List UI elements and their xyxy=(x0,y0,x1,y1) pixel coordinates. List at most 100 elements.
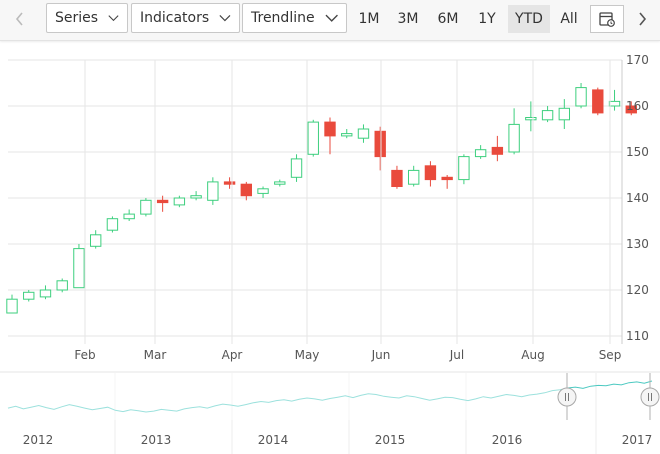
y-tick-label: 140 xyxy=(626,191,649,205)
y-tick-label: 160 xyxy=(626,99,649,113)
candle-body xyxy=(56,280,68,291)
candle xyxy=(190,191,202,201)
navigator-selection xyxy=(567,373,650,420)
candle xyxy=(474,145,487,159)
y-tick-label: 170 xyxy=(626,53,649,67)
candle xyxy=(558,99,571,129)
candle-body xyxy=(140,199,152,215)
candle xyxy=(525,101,537,132)
candle xyxy=(106,216,119,233)
navigator-year-label: 2017 xyxy=(622,433,653,447)
candle-body xyxy=(190,195,202,199)
candle xyxy=(508,108,520,155)
range-ytd-button[interactable]: YTD xyxy=(508,5,550,33)
candle xyxy=(407,165,420,187)
candle-body xyxy=(290,158,303,178)
y-tick-label: 130 xyxy=(626,237,649,251)
candle xyxy=(156,195,169,212)
candle xyxy=(89,230,102,249)
candle-body xyxy=(341,133,353,137)
candle-body xyxy=(257,188,269,194)
candle xyxy=(6,294,18,314)
candle xyxy=(374,126,386,171)
y-tick-label: 110 xyxy=(626,329,649,343)
candle-body xyxy=(541,110,554,121)
series-dropdown[interactable]: Series xyxy=(46,3,128,33)
candle xyxy=(307,119,319,157)
range-1y-button[interactable]: 1Y xyxy=(478,11,496,27)
x-tick-label: Feb xyxy=(74,348,95,362)
candle-body xyxy=(424,165,437,181)
candle xyxy=(140,198,152,217)
candle-body xyxy=(240,183,253,197)
candle xyxy=(257,186,269,198)
y-tick-label: 150 xyxy=(626,145,649,159)
candle xyxy=(290,154,303,182)
series-dropdown-label: Series xyxy=(55,10,99,26)
candle-body xyxy=(307,121,319,155)
candle-body xyxy=(123,213,135,220)
candle xyxy=(123,209,135,221)
navigator-year-label: 2015 xyxy=(375,433,406,447)
navigator-year-label: 2014 xyxy=(258,433,289,447)
range-all-button[interactable]: All xyxy=(560,11,578,27)
navigator-year-label: 2013 xyxy=(141,433,172,447)
x-tick-label: Apr xyxy=(222,348,243,362)
candle-body xyxy=(608,100,621,107)
chart-toolbar: Series Indicators Trendline 1M 3M 6M 1Y … xyxy=(0,0,660,41)
candle-body xyxy=(374,130,386,158)
x-tick-label: May xyxy=(295,348,320,362)
candle-body xyxy=(407,169,420,185)
candle-body xyxy=(156,199,169,204)
calendar-icon[interactable] xyxy=(590,5,624,33)
navigator-year-label: 2012 xyxy=(23,433,54,447)
x-tick-label: Sep xyxy=(599,348,622,362)
candle xyxy=(491,135,504,162)
candle xyxy=(324,117,336,155)
candle xyxy=(173,195,186,208)
chevron-right-icon[interactable] xyxy=(628,5,656,33)
candle xyxy=(541,106,554,123)
candle xyxy=(207,177,219,205)
candle xyxy=(240,181,253,201)
candle-body xyxy=(173,197,186,206)
trendline-dropdown[interactable]: Trendline xyxy=(242,3,347,33)
candle xyxy=(391,165,403,189)
navigator-left-handle[interactable] xyxy=(557,373,577,420)
handle-grip xyxy=(640,387,660,407)
candle-body xyxy=(23,291,35,300)
range-3m-button[interactable]: 3M xyxy=(397,11,419,27)
candle xyxy=(625,101,637,116)
candle-body xyxy=(575,87,587,107)
candle-body xyxy=(625,105,637,114)
navigator-right-handle[interactable] xyxy=(640,373,660,420)
candle xyxy=(424,161,437,187)
candle xyxy=(274,179,286,187)
navigator-unselected-shade xyxy=(8,373,567,420)
candle xyxy=(39,285,52,300)
range-1m-button[interactable]: 1M xyxy=(358,11,380,27)
candle-body xyxy=(391,169,403,187)
trendline-dropdown-label: Trendline xyxy=(251,10,315,26)
candle xyxy=(458,154,470,185)
candle-body xyxy=(491,146,504,155)
candle xyxy=(223,177,236,189)
candle-body xyxy=(223,181,236,185)
candle-body xyxy=(73,248,85,289)
candle xyxy=(341,129,353,139)
candle xyxy=(73,244,85,289)
candle-body xyxy=(6,298,18,314)
chevron-down-icon xyxy=(108,15,119,22)
navigator-series-line xyxy=(7,380,653,413)
indicators-dropdown-label: Indicators xyxy=(140,10,210,26)
indicators-dropdown[interactable]: Indicators xyxy=(131,3,240,33)
candle xyxy=(23,290,35,302)
candle xyxy=(575,83,587,109)
range-6m-button[interactable]: 6M xyxy=(437,11,459,27)
candle xyxy=(608,89,621,111)
chevron-left-icon[interactable] xyxy=(6,5,34,33)
candle xyxy=(592,87,604,116)
candle-body xyxy=(274,181,286,185)
candle-body xyxy=(357,128,370,139)
